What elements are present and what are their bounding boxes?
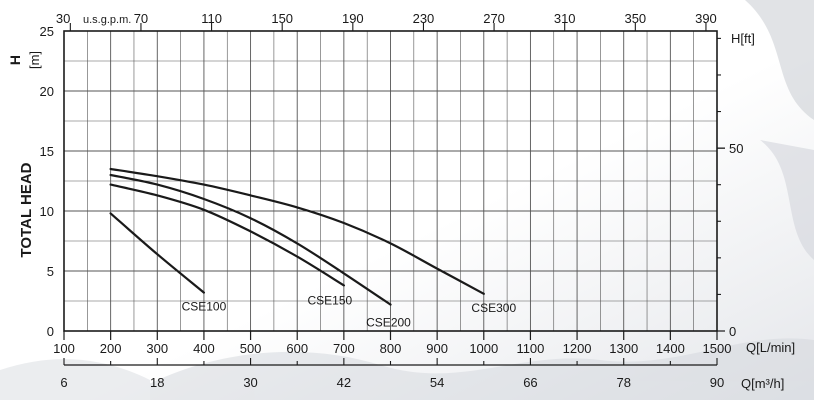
x-lpm-tick-label: 800 bbox=[380, 341, 402, 356]
x-lpm-tick-label: 700 bbox=[333, 341, 355, 356]
y-axis-title-vertical: TOTAL HEAD bbox=[18, 162, 35, 257]
x-m3h-tick-label: 18 bbox=[150, 375, 164, 390]
x-usgpm-tick-label: 70 bbox=[134, 11, 148, 26]
y-m-tick-label: 0 bbox=[47, 324, 54, 339]
y-axis-symbol: H bbox=[7, 55, 23, 65]
x-usgpm-tick-label: 110 bbox=[201, 11, 222, 26]
axis-ticks: 100 200 300 400 500 600 700 800 900 1000 1100 1200 1… bbox=[40, 11, 744, 390]
x-lpm-tick-label: 1400 bbox=[656, 341, 685, 356]
x-usgpm-tick-label: 190 bbox=[342, 11, 364, 26]
y-m-tick-label: 20 bbox=[40, 84, 54, 99]
x-lpm-tick-label: 600 bbox=[286, 341, 308, 356]
series-curve-cse200 bbox=[109, 173, 392, 306]
y-m-tick-label: 5 bbox=[47, 264, 54, 279]
x-m3h-tick-label: 78 bbox=[616, 375, 630, 390]
series-curve-cse300 bbox=[109, 167, 485, 295]
series-label-cse200: CSE200 bbox=[366, 316, 411, 330]
x-usgpm-tick-label: 270 bbox=[483, 11, 505, 26]
x-m3h-tick-label: 42 bbox=[337, 375, 351, 390]
x-m3h-tick-label: 30 bbox=[243, 375, 257, 390]
x-axis-title-lpm: Q[L/min] bbox=[746, 340, 795, 355]
series-lines bbox=[109, 167, 485, 306]
x-usgpm-tick-label: 230 bbox=[413, 11, 435, 26]
series-label-cse150: CSE150 bbox=[308, 293, 353, 307]
y-ft-tick-label: 0 bbox=[729, 324, 736, 339]
x-lpm-tick-label: 300 bbox=[146, 341, 168, 356]
x-lpm-tick-label: 1500 bbox=[703, 341, 732, 356]
x-m3h-tick-label: 90 bbox=[710, 375, 724, 390]
x-usgpm-tick-label: 150 bbox=[271, 11, 293, 26]
series-labels: CSE100 CSE150 CSE200 CSE300 bbox=[182, 293, 517, 329]
x-lpm-tick-label: 200 bbox=[100, 341, 122, 356]
x-lpm-tick-label: 1100 bbox=[516, 341, 544, 356]
y-m-tick-label: 15 bbox=[40, 144, 54, 159]
x-m3h-tick-label: 66 bbox=[523, 375, 537, 390]
x-lpm-tick-label: 500 bbox=[240, 341, 262, 356]
x-axis-title-m3h: Q[m³/h] bbox=[741, 376, 784, 391]
x-m3h-tick-label: 54 bbox=[430, 375, 444, 390]
x-usgpm-tick-label: 350 bbox=[624, 11, 646, 26]
series-curve-cse150 bbox=[109, 183, 345, 287]
series-label-cse300: CSE300 bbox=[471, 301, 516, 315]
x-usgpm-tick-label: 30 bbox=[56, 11, 70, 26]
x-lpm-tick-label: 1200 bbox=[563, 341, 592, 356]
series-curve-cse100 bbox=[109, 212, 205, 294]
x-lpm-tick-label: 400 bbox=[193, 341, 215, 356]
x-lpm-tick-label: 1300 bbox=[609, 341, 638, 356]
x-usgpm-tick-label: 390 bbox=[695, 11, 717, 26]
grid bbox=[64, 31, 717, 331]
x-m3h-tick-label: 6 bbox=[60, 375, 67, 390]
x-lpm-tick-label: 1000 bbox=[469, 341, 498, 356]
y-m-tick-label: 10 bbox=[40, 204, 54, 219]
y-ft-tick-label: 50 bbox=[729, 141, 743, 156]
x-lpm-tick-label: 100 bbox=[53, 341, 75, 356]
y-axis-unit: [m] bbox=[27, 51, 42, 69]
x-lpm-tick-label: 900 bbox=[426, 341, 448, 356]
series-label-cse100: CSE100 bbox=[182, 300, 227, 314]
y-right-axis-title: H[ft] bbox=[731, 31, 755, 46]
x-usgpm-tick-label: 310 bbox=[554, 11, 576, 26]
x-axis-title-usgpm: u.s.g.p.m. bbox=[83, 14, 131, 26]
y-m-tick-label: 25 bbox=[40, 24, 54, 39]
